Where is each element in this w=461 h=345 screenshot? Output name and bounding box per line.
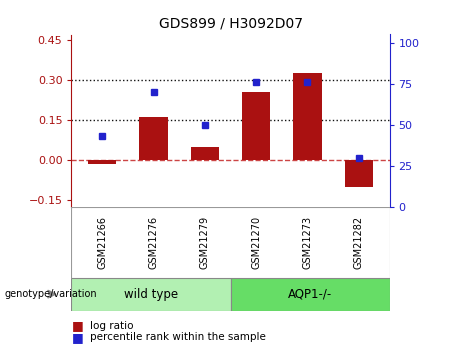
Text: ■: ■ (71, 331, 83, 344)
Text: ■: ■ (71, 319, 83, 333)
Bar (71, 278, 230, 310)
Text: wild type: wild type (124, 288, 178, 300)
Text: GSM21266: GSM21266 (97, 216, 107, 269)
Bar (242, 92, 270, 160)
Text: GSM21276: GSM21276 (148, 216, 159, 269)
Bar (230, 278, 390, 310)
Bar (88, 160, 116, 164)
Text: GSM21270: GSM21270 (251, 216, 261, 269)
Text: GSM21273: GSM21273 (302, 216, 313, 269)
Bar (293, 73, 322, 160)
Bar (345, 160, 373, 187)
Text: AQP1-/-: AQP1-/- (288, 288, 332, 300)
Text: genotype/variation: genotype/variation (5, 289, 97, 299)
Title: GDS899 / H3092D07: GDS899 / H3092D07 (159, 17, 302, 31)
Bar (191, 147, 219, 160)
Bar (139, 117, 168, 160)
Text: GSM21282: GSM21282 (354, 216, 364, 269)
Text: GSM21279: GSM21279 (200, 216, 210, 269)
Text: log ratio: log ratio (90, 321, 133, 331)
Text: percentile rank within the sample: percentile rank within the sample (90, 333, 266, 342)
